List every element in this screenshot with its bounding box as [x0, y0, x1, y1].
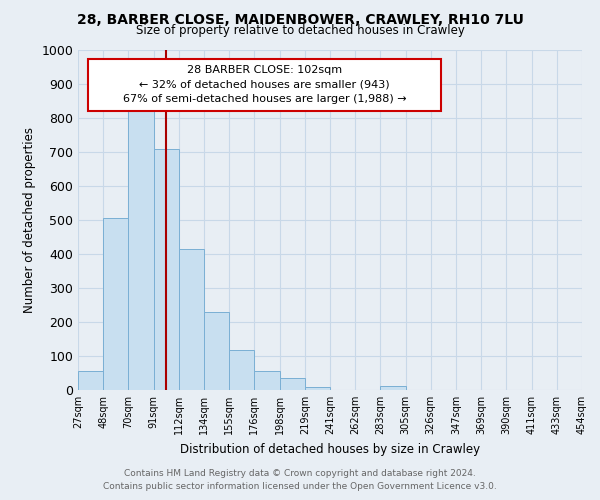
Bar	[280, 378, 305, 390]
Y-axis label: Number of detached properties: Number of detached properties	[23, 127, 36, 313]
Bar	[128, 111, 154, 390]
Bar	[103, 218, 128, 390]
Bar	[154, 148, 179, 390]
FancyBboxPatch shape	[88, 58, 441, 111]
Text: 28 BARBER CLOSE: 102sqm
← 32% of detached houses are smaller (943)
67% of semi-d: 28 BARBER CLOSE: 102sqm ← 32% of detache…	[122, 66, 406, 104]
Bar	[78, 372, 103, 390]
Bar	[229, 350, 254, 390]
Bar	[254, 370, 280, 390]
Bar	[179, 249, 204, 390]
Bar	[305, 386, 330, 390]
Text: Size of property relative to detached houses in Crawley: Size of property relative to detached ho…	[136, 24, 464, 37]
Text: 28, BARBER CLOSE, MAIDENBOWER, CRAWLEY, RH10 7LU: 28, BARBER CLOSE, MAIDENBOWER, CRAWLEY, …	[77, 12, 523, 26]
Bar	[380, 386, 406, 390]
X-axis label: Distribution of detached houses by size in Crawley: Distribution of detached houses by size …	[180, 442, 480, 456]
Bar	[204, 312, 229, 390]
Text: Contains HM Land Registry data © Crown copyright and database right 2024.
Contai: Contains HM Land Registry data © Crown c…	[103, 470, 497, 491]
